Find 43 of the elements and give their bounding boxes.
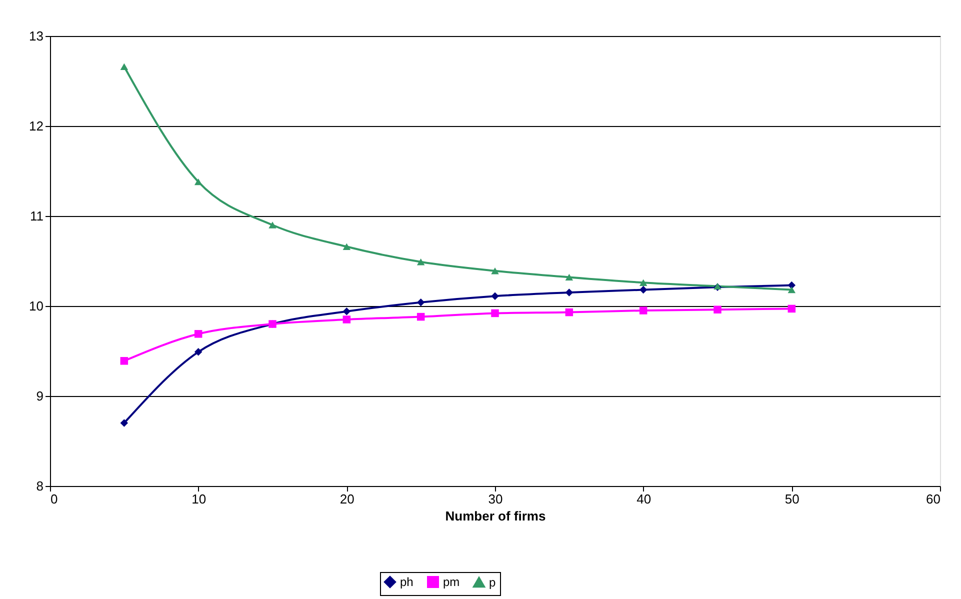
x-tick-label: 30 (488, 492, 503, 506)
y-tick-label: 8 (36, 478, 44, 494)
point (194, 348, 202, 356)
legend-label: p (489, 575, 496, 590)
point (120, 63, 128, 70)
y-tick-label: 11 (30, 208, 44, 224)
point (120, 419, 128, 427)
x-tick-label: 40 (636, 492, 652, 506)
point (194, 178, 202, 186)
point (788, 281, 796, 290)
point (416, 258, 425, 266)
point (416, 312, 425, 321)
x-tick-label: 0 (50, 492, 58, 506)
x-tick-label: 20 (340, 492, 354, 506)
point (639, 306, 648, 314)
x-tick-label: 10 (192, 492, 206, 506)
point (491, 268, 499, 274)
x-axis-title: Number of firms (445, 508, 546, 524)
point (788, 286, 796, 294)
point (788, 304, 796, 313)
point (416, 298, 425, 306)
point (639, 286, 648, 294)
point (565, 274, 574, 281)
point (268, 222, 276, 228)
point (565, 288, 574, 296)
point (565, 308, 574, 316)
y-tick-label: 12 (29, 118, 44, 134)
legend-label: ph (400, 575, 414, 589)
x-tick-label: 50 (784, 492, 800, 506)
point (120, 357, 128, 365)
point (714, 306, 722, 314)
point (639, 279, 648, 286)
point (491, 292, 499, 300)
point (491, 309, 499, 318)
y-tick-label: 9 (36, 388, 44, 404)
point (342, 243, 351, 250)
point (342, 316, 351, 324)
x-tick-label: 60 (926, 492, 940, 506)
y-tick-label: 13 (29, 28, 44, 44)
legend-label: pm (443, 575, 460, 589)
y-tick-label: 10 (29, 298, 44, 314)
point (194, 330, 202, 338)
point (342, 308, 351, 316)
